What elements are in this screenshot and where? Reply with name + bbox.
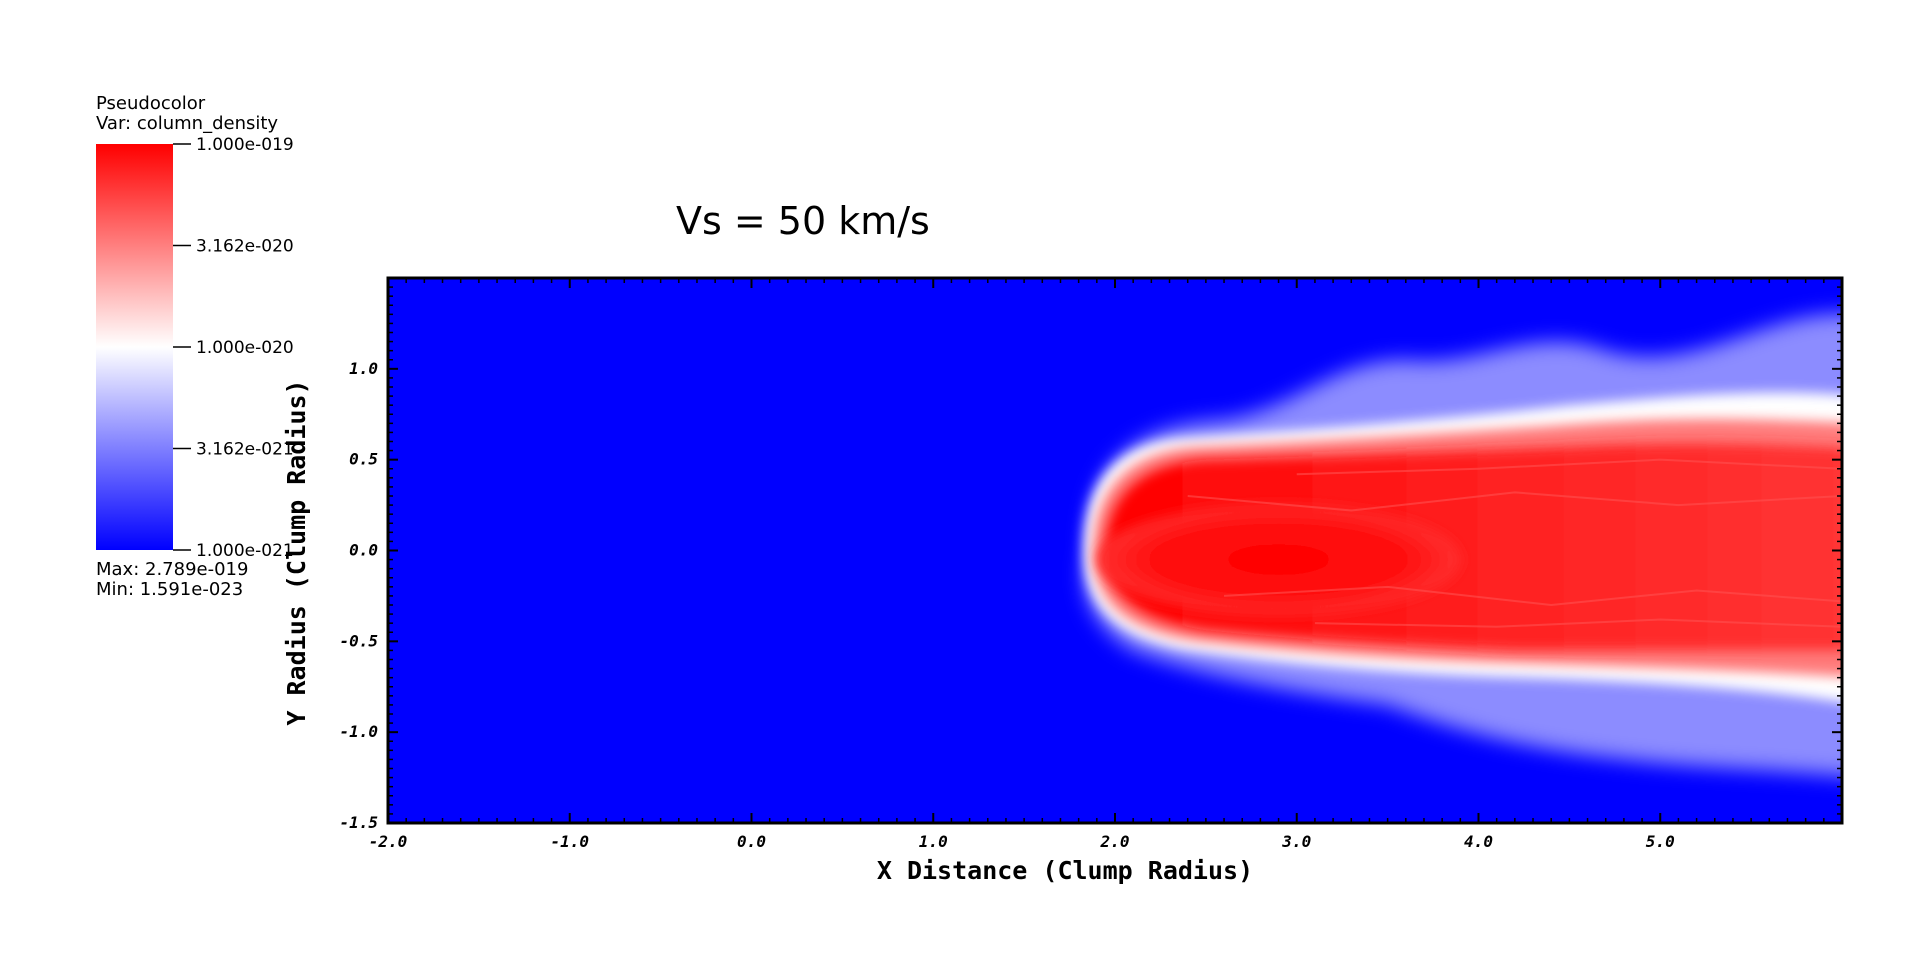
- legend-variable: Var: column_density: [96, 113, 279, 134]
- x-tick-label: 3.0: [1281, 832, 1311, 851]
- y-tick-label: -0.5: [339, 631, 378, 650]
- y-tick-label: -1.5: [339, 813, 378, 832]
- legend-max: Max: 2.789e-019: [96, 559, 249, 580]
- legend-min: Min: 1.591e-023: [96, 579, 244, 600]
- y-tick-label: -1.0: [339, 722, 378, 741]
- x-tick-label: 0.0: [737, 832, 766, 851]
- colorbar-tick-label: 3.162e-021: [196, 440, 294, 460]
- y-tick-label: 1.0: [349, 359, 378, 378]
- x-tick-label: 1.0: [919, 832, 948, 851]
- heatmap-core: [1096, 505, 1461, 615]
- colorbar: [96, 144, 173, 550]
- heatmap: [388, 278, 1842, 823]
- x-tick-label: -1.0: [550, 832, 589, 851]
- colorbar-legend: Pseudocolor Var: column_density Max: 2.7…: [96, 94, 356, 614]
- colorbar-ticks: 1.000e-019 3.162e-020 1.000e-020 3.162e-021…: [173, 135, 294, 561]
- colorbar-gradient: [96, 144, 173, 550]
- x-tick-label: 2.0: [1100, 832, 1130, 851]
- x-tick-label: -2.0: [369, 832, 408, 851]
- y-tick-label: 0.0: [349, 541, 378, 560]
- colorbar-tick-label: 3.162e-020: [196, 237, 294, 257]
- heatmap-filaments: [1187, 458, 1842, 628]
- colorbar-tick-label: 1.000e-021: [196, 541, 294, 561]
- x-axis-title: X Distance (Clump Radius): [877, 856, 1253, 885]
- chart-title: Vs = 50 km/s: [676, 199, 930, 243]
- axes: -2.0 -1.0 0.0 1.0 2.0 3.0 4.0 5.0 -1.5 -1.0 -0.5 0.…: [282, 276, 1844, 885]
- colorbar-tick-label: 1.000e-019: [196, 135, 294, 155]
- y-tick-label: 0.5: [349, 450, 378, 469]
- legend-title: Pseudocolor: [96, 93, 206, 114]
- colorbar-tick-label: 1.000e-020: [196, 338, 294, 358]
- x-tick-label: 5.0: [1646, 832, 1675, 851]
- x-tick-label: 4.0: [1464, 832, 1493, 851]
- y-axis-title: Y Radius (Clump Radius): [282, 379, 311, 725]
